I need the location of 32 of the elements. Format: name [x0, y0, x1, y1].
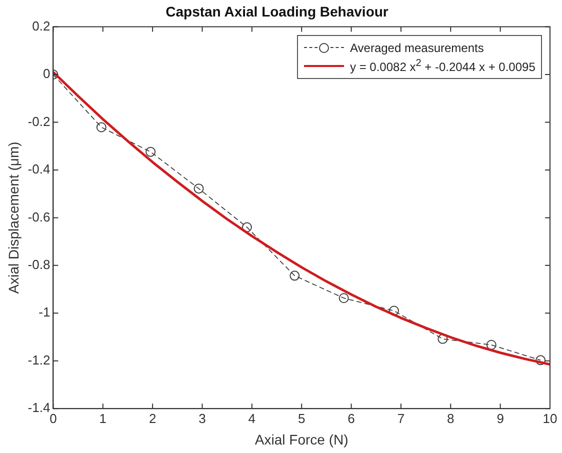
- point: [338, 293, 349, 304]
- y-tick-label: -0.2: [28, 114, 50, 129]
- y-tick-label: -1.4: [28, 400, 50, 416]
- x-tick-label: 8: [447, 410, 454, 426]
- x-axis-title: Axial Force (N): [254, 431, 348, 448]
- y-tick-label: -1.2: [28, 352, 50, 368]
- point: [242, 222, 252, 232]
- point: [146, 146, 156, 157]
- point: [194, 184, 204, 194]
- y-tick-label: 0: [42, 66, 50, 82]
- x-tick-label: 2: [148, 410, 156, 426]
- x-tick-label: 5: [298, 410, 306, 426]
- legend-label: y = 0.0082 x$^{2}$ + -0.2044 x + 0.0095: [350, 58, 536, 74]
- y-tick-label: -0.8: [28, 257, 50, 272]
- x-tick-label: 10: [542, 410, 558, 426]
- x-tick-label: 7: [397, 410, 405, 426]
- y-tick-label: 0.2: [32, 18, 50, 34]
- x-tick-label: 6: [348, 410, 355, 426]
- legend-label: Averaged measurements: [350, 40, 484, 55]
- x-tick-label: 9: [496, 410, 504, 426]
- chart-title: Capstan Axial Loading Behaviour: [166, 3, 389, 20]
- x-tick-label: 4: [248, 410, 256, 426]
- point: [486, 340, 496, 350]
- x-tick-label: 3: [198, 410, 206, 426]
- y-tick-label: -0.4: [28, 162, 50, 177]
- point: [290, 270, 300, 281]
- y-tick-label: -0.6: [28, 209, 50, 224]
- point: [536, 355, 546, 366]
- x-tick-label: 1: [99, 410, 106, 426]
- point: [96, 122, 106, 132]
- y-tick-label: -1: [38, 304, 50, 320]
- y-axis-title: Axial Displacement (μm): [5, 142, 22, 294]
